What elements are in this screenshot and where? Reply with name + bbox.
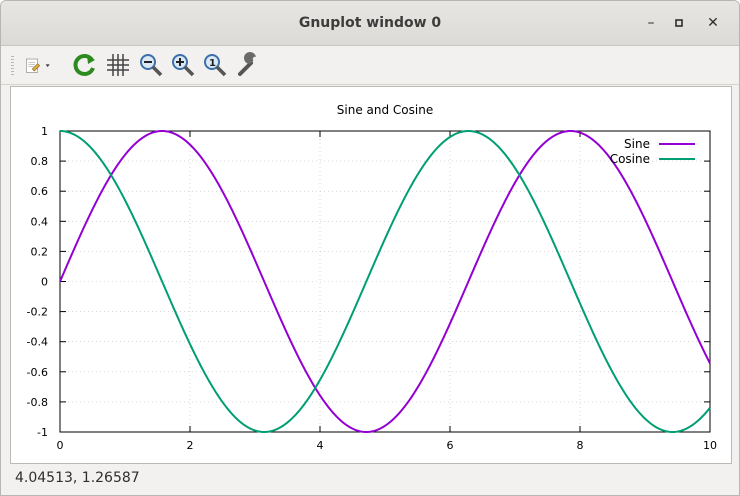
cosine-curve bbox=[59, 130, 711, 434]
title-bar[interactable]: Gnuplot window 0 – ✕ bbox=[1, 1, 739, 46]
y-tick-label: -0.2 bbox=[27, 306, 48, 319]
status-bar: 4.04513, 1.26587 bbox=[1, 464, 739, 495]
y-tick-label: 0.4 bbox=[31, 215, 49, 228]
copy-to-clipboard-button[interactable] bbox=[23, 51, 65, 79]
replot-button[interactable] bbox=[71, 51, 99, 79]
y-tick-label: -0.8 bbox=[27, 396, 48, 409]
y-tick-label: -0.4 bbox=[27, 336, 48, 349]
x-tick-label: 8 bbox=[577, 439, 584, 452]
x-tick-label: 6 bbox=[447, 439, 454, 452]
y-tick-label: 0.6 bbox=[31, 185, 49, 198]
previous-zoom-button[interactable] bbox=[137, 51, 165, 79]
zoom-next-icon bbox=[172, 54, 195, 77]
toolbar: 1 bbox=[1, 46, 739, 85]
minimize-button[interactable]: – bbox=[647, 15, 655, 31]
x-tick-label: 2 bbox=[187, 439, 194, 452]
settings-button[interactable] bbox=[235, 51, 263, 79]
x-tick-label: 10 bbox=[703, 439, 717, 452]
maximize-icon bbox=[675, 19, 683, 27]
sine-cosine-chart[interactable]: 10.80.60.40.20-0.2-0.4-0.6-0.8-10 2 4 6 8 10 … bbox=[11, 87, 731, 463]
maximize-button[interactable] bbox=[669, 13, 689, 33]
y-tick-label: -1 bbox=[37, 426, 48, 439]
refresh-icon bbox=[73, 54, 95, 76]
y-tick-label: 1 bbox=[41, 125, 48, 138]
cursor-coordinates: 4.04513, 1.26587 bbox=[15, 470, 140, 486]
window-title: Gnuplot window 0 bbox=[298, 15, 442, 31]
autoscale-button[interactable]: 1 bbox=[201, 51, 229, 79]
legend-label-cosine: Cosine bbox=[610, 152, 650, 166]
zoom-previous-icon bbox=[140, 54, 163, 77]
clipboard-icon bbox=[26, 58, 50, 73]
y-tick-label: 0.2 bbox=[31, 245, 49, 258]
plot-area[interactable]: 1 0.8 0.6 0.4 0.2 0 -0.2 -0.4 -0.6 -0.8 -1 0 2 4 6 8 10 … bbox=[10, 86, 732, 464]
y-tick-label: -0.6 bbox=[27, 366, 48, 379]
svg-text:1: 1 bbox=[209, 58, 216, 69]
chart-title: Sine and Cosine bbox=[337, 103, 433, 117]
x-tick-label: 4 bbox=[317, 439, 324, 452]
toolbar-grip[interactable] bbox=[11, 56, 14, 76]
legend-label-sine: Sine bbox=[624, 137, 650, 151]
close-button[interactable]: ✕ bbox=[707, 15, 719, 31]
y-tick-label: 0 bbox=[41, 276, 48, 289]
wrench-icon bbox=[238, 52, 258, 76]
sine-curve bbox=[59, 129, 711, 433]
zoom-autoscale-icon: 1 bbox=[204, 54, 227, 77]
y-tick-label: 0.8 bbox=[31, 155, 49, 168]
toggle-grid-button[interactable] bbox=[104, 51, 132, 79]
next-zoom-button[interactable] bbox=[169, 51, 197, 79]
x-tick-label: 0 bbox=[57, 439, 64, 452]
grid-icon bbox=[107, 54, 129, 76]
